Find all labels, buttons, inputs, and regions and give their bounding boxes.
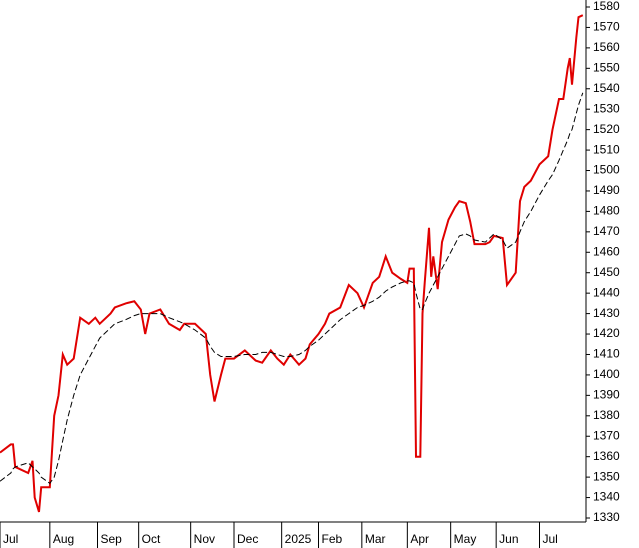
y-tick-label: 1540 xyxy=(593,81,620,95)
x-tick-label: Dec xyxy=(237,532,258,546)
x-tick-label: Mar xyxy=(365,532,386,546)
y-tick-label: 1530 xyxy=(593,101,620,115)
y-tick-label: 1510 xyxy=(593,142,620,156)
x-tick-label: Feb xyxy=(322,532,343,546)
x-tick-label: 2025 xyxy=(285,532,312,546)
x-tick-label: Jul xyxy=(3,532,18,546)
y-tick-label: 1410 xyxy=(593,347,620,361)
x-tick-label: May xyxy=(454,532,477,546)
y-tick-label: 1440 xyxy=(593,285,620,299)
x-tick-label: Oct xyxy=(142,532,161,546)
x-tick-label: Jul xyxy=(543,532,558,546)
y-tick-label: 1360 xyxy=(593,449,620,463)
y-tick-label: 1470 xyxy=(593,224,620,238)
y-tick-label: 1370 xyxy=(593,428,620,442)
y-tick-label: 1420 xyxy=(593,326,620,340)
y-tick-label: 1550 xyxy=(593,60,620,74)
y-tick-label: 1450 xyxy=(593,265,620,279)
x-tick-label: Aug xyxy=(53,532,74,546)
y-tick-label: 1570 xyxy=(593,20,620,34)
y-tick-label: 1490 xyxy=(593,183,620,197)
y-tick-label: 1390 xyxy=(593,388,620,402)
x-tick-label: Nov xyxy=(194,532,215,546)
x-tick-label: Sep xyxy=(101,532,123,546)
y-tick-label: 1380 xyxy=(593,408,620,422)
y-tick-label: 1520 xyxy=(593,122,620,136)
y-tick-label: 1400 xyxy=(593,367,620,381)
y-tick-label: 1430 xyxy=(593,306,620,320)
y-tick-label: 1330 xyxy=(593,510,620,524)
x-tick-label: Apr xyxy=(410,532,429,546)
y-tick-label: 1580 xyxy=(593,0,620,13)
y-tick-label: 1460 xyxy=(593,244,620,258)
y-tick-label: 1500 xyxy=(593,163,620,177)
y-tick-label: 1340 xyxy=(593,490,620,504)
x-tick-label: Jun xyxy=(499,532,518,546)
y-tick-label: 1480 xyxy=(593,204,620,218)
series-line xyxy=(0,14,584,513)
y-tick-label: 1560 xyxy=(593,40,620,54)
y-tick-label: 1350 xyxy=(593,469,620,483)
